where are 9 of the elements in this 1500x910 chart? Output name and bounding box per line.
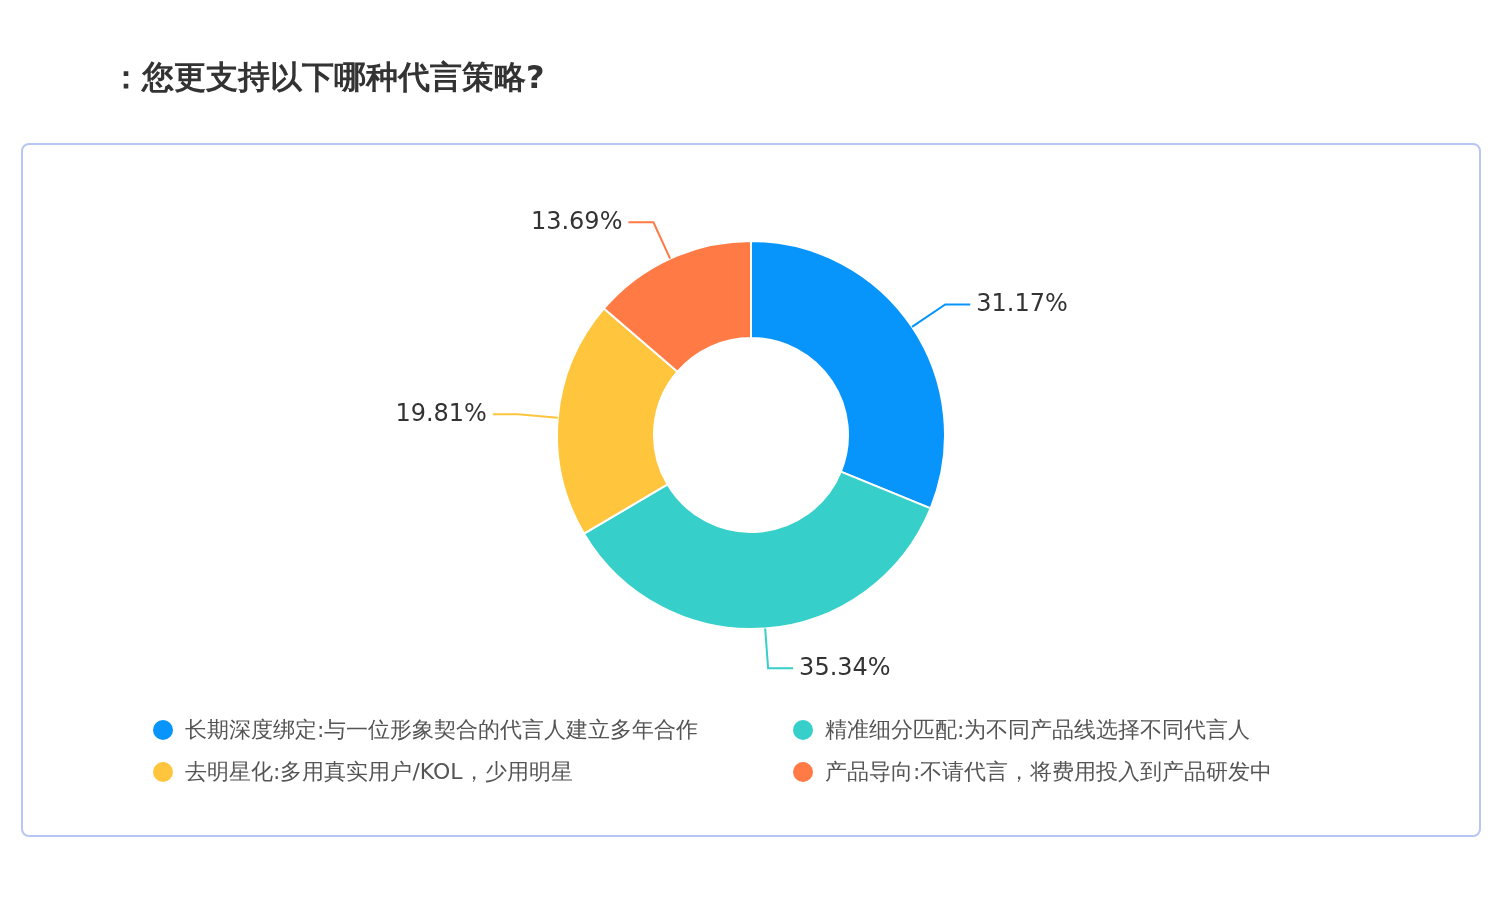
legend-label: 产品导向:不请代言，将费用投入到产品研发中 xyxy=(825,758,1273,786)
legend-label: 去明星化:多用真实用户/KOL，少用明星 xyxy=(185,758,573,786)
data-label: 19.81% xyxy=(395,398,487,427)
legend-label: 精准细分匹配:为不同产品线选择不同代言人 xyxy=(825,716,1251,744)
data-label: 31.17% xyxy=(976,288,1068,317)
data-label: 13.69% xyxy=(530,206,623,235)
legend-label: 长期深度绑定:与一位形象契合的代言人建立多年合作 xyxy=(185,716,699,744)
chart-title: ：您更支持以下哪种代言策略? xyxy=(110,57,545,98)
data-label: 35.34% xyxy=(799,652,891,681)
